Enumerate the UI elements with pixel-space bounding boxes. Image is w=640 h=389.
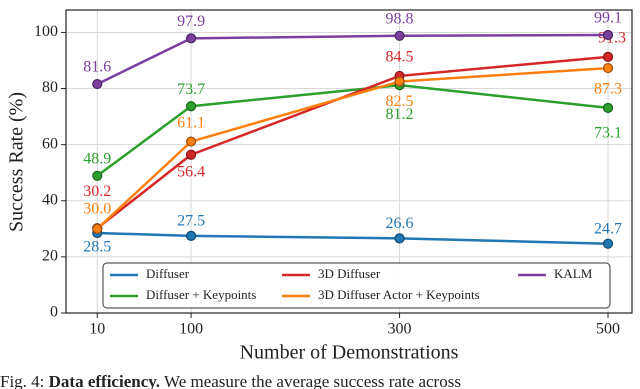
data-label: 97.9	[177, 13, 205, 30]
series-line	[96, 55, 609, 230]
legend-label: Diffuser	[146, 266, 190, 281]
caption-bold: Data efficiency.	[49, 372, 160, 389]
series-line	[96, 33, 609, 86]
data-label: 73.7	[177, 81, 205, 98]
data-point	[185, 149, 197, 160]
data-label: 30.2	[83, 183, 111, 200]
legend-label: 3D Diffuser Actor + Keypoints	[318, 287, 480, 302]
series-line	[97, 231, 609, 245]
series-line	[96, 66, 609, 230]
data-label: 99.1	[594, 10, 622, 27]
y-tick-label: 60	[42, 135, 58, 152]
plot: 28.5 27.5 26.6 24.7 48.9 73.7 81.2 73.1 30.2 56.4…	[83, 10, 626, 256]
x-tick-label: 500	[596, 321, 620, 338]
data-label: 81.6	[83, 59, 111, 76]
x-tick-label: 10	[89, 321, 105, 338]
y-tick-label: 100	[34, 23, 58, 40]
data-point	[185, 136, 197, 147]
data-label: 81.2	[386, 106, 414, 123]
x-tick-label: 100	[179, 321, 203, 338]
data-point	[602, 102, 614, 114]
data-label: 27.5	[177, 213, 205, 230]
legend	[102, 262, 611, 309]
x-axis-label: Number of Demonstrations	[240, 342, 459, 364]
caption-text: We measure the average success rate acro…	[164, 372, 461, 389]
data-point	[602, 238, 614, 249]
y-axis-label: Success Rate (%)	[6, 92, 28, 232]
caption-label: Fig. 4:	[0, 372, 44, 389]
legend-label: Diffuser + Keypoints	[146, 287, 256, 302]
legend-label: KALM	[554, 266, 593, 281]
y-tick-label: 0	[50, 304, 58, 321]
series-line	[96, 83, 609, 177]
data-label: 26.6	[386, 215, 414, 232]
legend-items: Diffuser Diffuser + Keypoints 3D Diffuser 3…	[110, 266, 593, 302]
data-point	[185, 101, 197, 112]
data-point	[185, 33, 197, 44]
data-point	[394, 30, 405, 41]
data-label: 87.3	[594, 81, 622, 98]
data-label: 28.5	[83, 239, 111, 256]
data-point	[602, 29, 614, 41]
y-tick-label: 80	[42, 79, 58, 96]
data-label: 24.7	[594, 220, 622, 237]
data-point	[394, 76, 405, 87]
data-point	[92, 78, 103, 90]
data-label: 48.9	[83, 150, 111, 167]
data-point	[394, 233, 405, 244]
data-point	[602, 62, 614, 74]
y-tick-label: 20	[42, 248, 58, 265]
data-point	[92, 170, 103, 181]
data-point	[602, 51, 614, 62]
data-label: 56.4	[177, 163, 205, 180]
data-label: 82.5	[386, 93, 414, 110]
legend-label: 3D Diffuser	[318, 266, 381, 281]
data-label: 61.1	[177, 114, 205, 131]
x-tick-label: 300	[388, 321, 412, 338]
data-point	[185, 230, 197, 241]
data-label: 73.1	[594, 125, 622, 142]
data-label: 98.8	[386, 10, 414, 27]
data-label: 84.5	[386, 49, 414, 66]
y-tick-label: 40	[42, 191, 58, 208]
data-label: 30.0	[83, 201, 111, 218]
plot-frame	[65, 9, 633, 314]
caption: Fig. 4: Data efficiency. We measure the …	[0, 372, 461, 389]
data-point	[92, 223, 103, 234]
grid: 0 20 40 60 80 100 10 100 300 500	[34, 10, 632, 338]
